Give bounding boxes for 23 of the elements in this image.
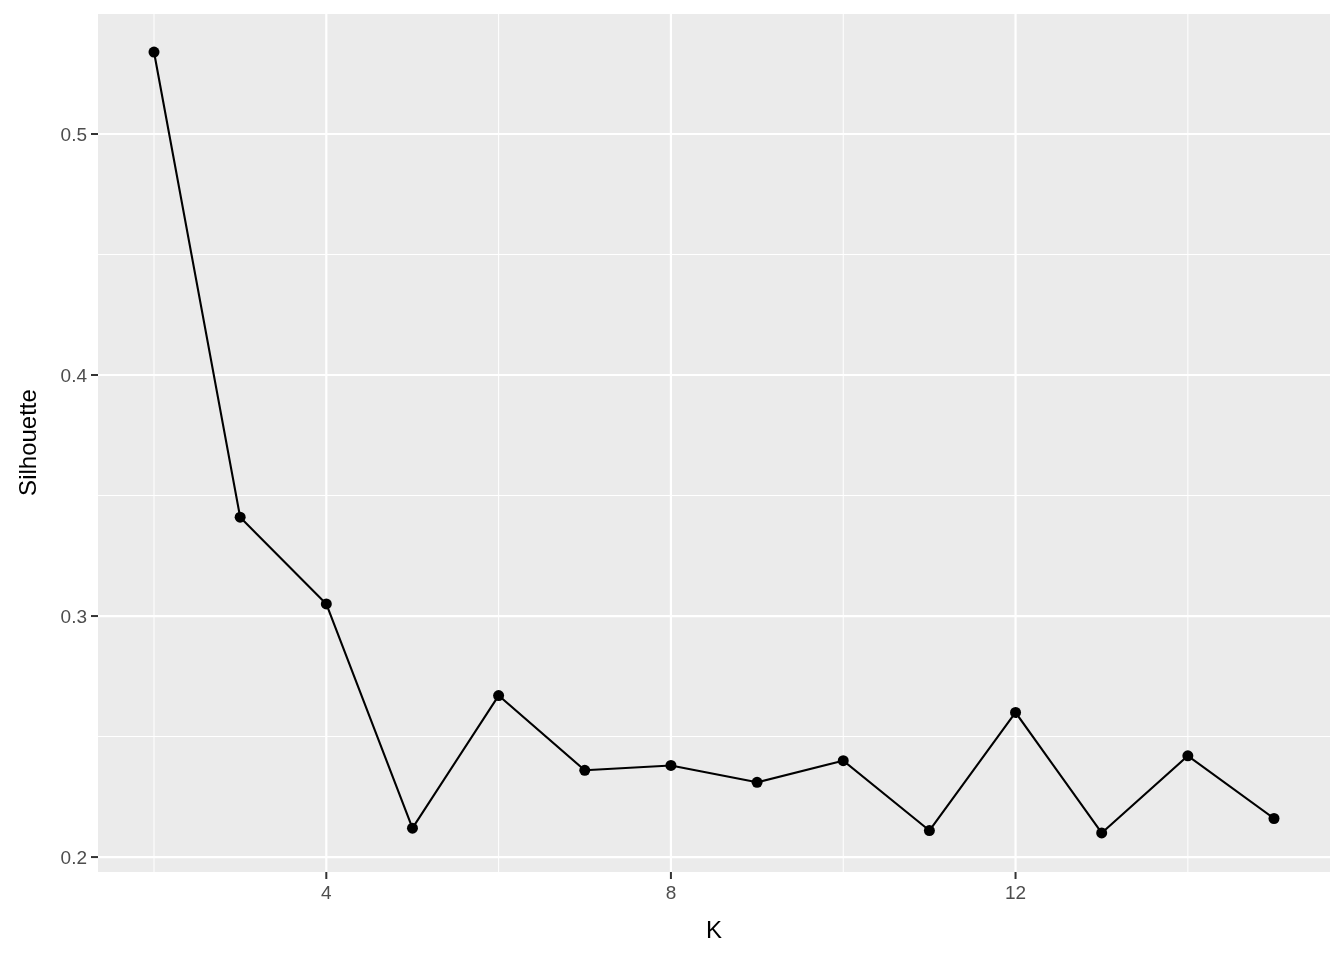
point (837, 755, 849, 767)
point (406, 822, 418, 834)
y-tick-label: 0.2 (60, 846, 87, 868)
y-tick-label: 0.3 (60, 605, 87, 627)
x-tick-label: 4 (321, 882, 333, 903)
x-tick-label: 12 (1004, 882, 1027, 903)
y-tick-label: 0.5 (60, 123, 87, 145)
point (923, 825, 935, 837)
point (1010, 706, 1022, 718)
point (579, 764, 591, 776)
point (1268, 812, 1280, 824)
point (320, 598, 332, 610)
point (1182, 750, 1194, 762)
y-axis-title: Silhouette (14, 389, 41, 496)
y-tick-label: 0.4 (60, 364, 88, 386)
point (1096, 827, 1108, 839)
point (493, 690, 505, 702)
x-axis-title: K (705, 916, 723, 943)
x-tick-label: 8 (665, 882, 677, 903)
point (665, 759, 677, 771)
point (751, 776, 763, 788)
point (234, 511, 246, 523)
point (148, 46, 160, 58)
